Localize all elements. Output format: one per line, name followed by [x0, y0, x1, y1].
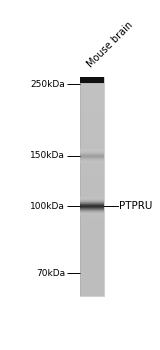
- Bar: [80, 95, 104, 99]
- Bar: [80, 113, 104, 117]
- Bar: [80, 274, 104, 278]
- Bar: [80, 271, 104, 274]
- Bar: [80, 102, 104, 106]
- Bar: [80, 293, 104, 296]
- Bar: [80, 172, 104, 175]
- Bar: [80, 154, 104, 155]
- Bar: [80, 150, 104, 153]
- Bar: [80, 245, 104, 248]
- Bar: [80, 190, 104, 194]
- Bar: [80, 281, 104, 285]
- Bar: [80, 207, 104, 208]
- Bar: [80, 77, 104, 296]
- Bar: [80, 153, 104, 157]
- Bar: [80, 139, 104, 142]
- Bar: [80, 124, 104, 128]
- Text: PTPRU: PTPRU: [119, 201, 153, 211]
- Bar: [80, 199, 104, 200]
- Bar: [80, 201, 104, 205]
- Bar: [80, 203, 104, 204]
- Bar: [80, 88, 104, 91]
- Bar: [80, 106, 104, 110]
- Bar: [80, 77, 104, 80]
- Bar: [80, 208, 104, 209]
- Bar: [80, 209, 104, 210]
- Bar: [80, 77, 104, 83]
- Bar: [80, 223, 104, 226]
- Bar: [80, 226, 104, 230]
- Bar: [80, 204, 104, 205]
- Bar: [80, 99, 104, 102]
- Bar: [80, 230, 104, 234]
- Bar: [80, 168, 104, 172]
- Bar: [80, 238, 104, 241]
- Bar: [80, 132, 104, 135]
- Text: Mouse brain: Mouse brain: [85, 19, 135, 69]
- Text: 70kDa: 70kDa: [36, 268, 65, 278]
- Bar: [80, 263, 104, 267]
- Bar: [80, 216, 104, 219]
- Bar: [80, 212, 104, 213]
- Bar: [80, 267, 104, 271]
- Bar: [80, 186, 104, 190]
- Bar: [80, 197, 104, 198]
- Bar: [80, 162, 104, 163]
- Bar: [80, 159, 104, 160]
- Bar: [80, 164, 104, 168]
- Bar: [80, 205, 104, 206]
- Bar: [80, 248, 104, 252]
- Bar: [80, 157, 104, 158]
- Bar: [80, 211, 104, 212]
- Bar: [80, 146, 104, 150]
- Bar: [80, 117, 104, 120]
- Bar: [80, 157, 104, 161]
- Bar: [80, 156, 104, 157]
- Bar: [80, 252, 104, 256]
- Bar: [80, 175, 104, 179]
- Bar: [80, 179, 104, 183]
- Bar: [80, 201, 104, 202]
- Bar: [80, 142, 104, 146]
- Bar: [80, 158, 104, 159]
- Bar: [80, 278, 104, 281]
- Bar: [80, 200, 104, 201]
- Bar: [80, 214, 104, 215]
- Bar: [80, 151, 104, 152]
- Bar: [80, 241, 104, 245]
- Text: 100kDa: 100kDa: [30, 202, 65, 210]
- Text: 150kDa: 150kDa: [30, 152, 65, 160]
- Bar: [80, 234, 104, 238]
- Bar: [80, 212, 104, 216]
- Bar: [80, 210, 104, 211]
- Text: 250kDa: 250kDa: [30, 80, 65, 89]
- Bar: [80, 149, 104, 150]
- Bar: [80, 197, 104, 201]
- Bar: [80, 161, 104, 164]
- Bar: [80, 152, 104, 153]
- Bar: [80, 194, 104, 197]
- Bar: [80, 110, 104, 113]
- Bar: [80, 150, 104, 151]
- Bar: [80, 135, 104, 139]
- Bar: [80, 202, 104, 203]
- Bar: [80, 91, 104, 95]
- Bar: [80, 161, 104, 162]
- Bar: [80, 285, 104, 289]
- Bar: [80, 128, 104, 132]
- Bar: [80, 256, 104, 260]
- Bar: [80, 208, 104, 212]
- Bar: [80, 120, 104, 124]
- Bar: [80, 80, 104, 84]
- Bar: [80, 155, 104, 156]
- Bar: [80, 289, 104, 293]
- Bar: [80, 84, 104, 88]
- Bar: [80, 160, 104, 161]
- Bar: [80, 219, 104, 223]
- Bar: [80, 153, 104, 154]
- Bar: [80, 260, 104, 263]
- Bar: [80, 205, 104, 208]
- Bar: [80, 198, 104, 199]
- Bar: [80, 206, 104, 207]
- Bar: [80, 183, 104, 186]
